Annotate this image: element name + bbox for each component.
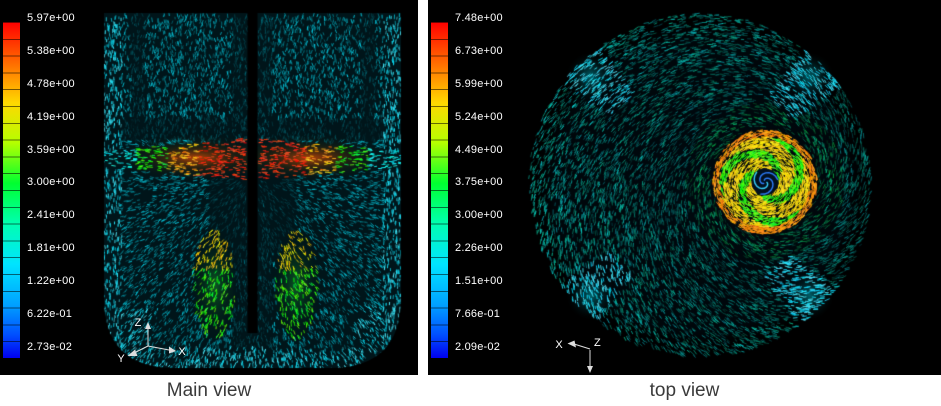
colorbar-gradient bbox=[3, 22, 20, 358]
legend-tick: 7.48e+00 bbox=[455, 12, 503, 24]
main-view-caption: Main view bbox=[166, 379, 252, 401]
legend-tick: 3.59e+00 bbox=[27, 143, 75, 156]
top-view-colorbar: 7.48e+00 6.73e+00 5.99e+00 5.24e+00 4.49… bbox=[428, 0, 512, 375]
legend-tick: 1.51e+00 bbox=[455, 275, 503, 288]
legend-tick: 2.09e-02 bbox=[455, 340, 501, 353]
legend-tick: 5.24e+00 bbox=[455, 110, 503, 123]
colorbar-tick-labels: 5.97e+00 5.38e+00 4.78e+00 4.19e+00 3.59… bbox=[27, 13, 75, 353]
legend-tick: 2.26e+00 bbox=[455, 242, 503, 255]
panel-row: 5.97e+00 5.38e+00 4.78e+00 4.19e+00 3.59… bbox=[0, 0, 941, 375]
legend-tick: 1.81e+00 bbox=[27, 242, 75, 255]
legend-tick: 4.49e+00 bbox=[455, 143, 503, 156]
top-view-vector-plot bbox=[428, 0, 941, 375]
top-view-caption: top view bbox=[649, 379, 720, 401]
legend-tick: 5.97e+00 bbox=[27, 12, 75, 24]
legend-tick: 4.78e+00 bbox=[27, 77, 75, 90]
legend-tick: 1.22e+00 bbox=[27, 275, 75, 288]
legend-tick: 3.00e+00 bbox=[455, 209, 503, 222]
caption-row: Main view top view bbox=[0, 375, 941, 406]
main-view-panel: 5.97e+00 5.38e+00 4.78e+00 4.19e+00 3.59… bbox=[0, 0, 418, 375]
legend-tick: 2.41e+00 bbox=[27, 209, 75, 222]
legend-tick: 2.73e-02 bbox=[27, 340, 73, 353]
legend-tick: 3.00e+00 bbox=[27, 176, 75, 189]
legend-tick: 5.99e+00 bbox=[455, 77, 503, 90]
colorbar-tick-labels: 7.48e+00 6.73e+00 5.99e+00 5.24e+00 4.49… bbox=[455, 13, 503, 353]
legend-tick: 4.19e+00 bbox=[27, 110, 75, 123]
main-view-colorbar: 5.97e+00 5.38e+00 4.78e+00 4.19e+00 3.59… bbox=[0, 0, 84, 375]
legend-tick: 6.22e-01 bbox=[27, 308, 73, 321]
legend-tick: 6.73e+00 bbox=[455, 44, 503, 57]
legend-tick: 7.66e-01 bbox=[455, 308, 501, 321]
top-view-panel: 7.48e+00 6.73e+00 5.99e+00 5.24e+00 4.49… bbox=[428, 0, 941, 375]
main-view-vector-plot bbox=[0, 0, 418, 375]
legend-tick: 3.75e+00 bbox=[455, 176, 503, 189]
colorbar-gradient bbox=[431, 22, 448, 358]
legend-tick: 5.38e+00 bbox=[27, 44, 75, 57]
